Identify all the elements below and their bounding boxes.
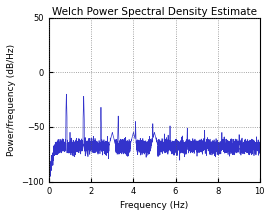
Y-axis label: Power/frequency (dB/Hz): Power/frequency (dB/Hz) (7, 44, 16, 156)
Title: Welch Power Spectral Density Estimate: Welch Power Spectral Density Estimate (52, 7, 257, 17)
X-axis label: Frequency (Hz): Frequency (Hz) (120, 201, 188, 210)
